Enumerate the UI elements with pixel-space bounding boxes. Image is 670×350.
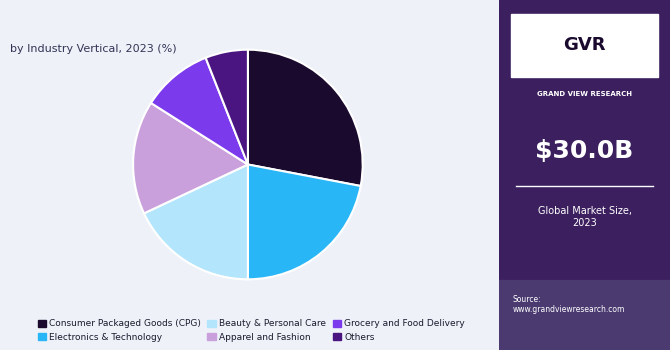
Bar bbox=[511, 14, 658, 77]
Bar bbox=[499, 280, 670, 350]
FancyBboxPatch shape bbox=[499, 0, 670, 350]
Wedge shape bbox=[206, 50, 248, 164]
Wedge shape bbox=[248, 50, 362, 186]
Wedge shape bbox=[151, 58, 248, 164]
Text: Source:
www.grandviewresearch.com: Source: www.grandviewresearch.com bbox=[513, 295, 625, 314]
Text: Global Market Size,
2023: Global Market Size, 2023 bbox=[537, 206, 632, 228]
Text: $30.0B: $30.0B bbox=[535, 139, 634, 162]
Wedge shape bbox=[133, 103, 248, 214]
Text: GRAND VIEW RESEARCH: GRAND VIEW RESEARCH bbox=[537, 91, 632, 98]
Wedge shape bbox=[248, 164, 360, 279]
Wedge shape bbox=[144, 164, 248, 279]
Text: by Industry Vertical, 2023 (%): by Industry Vertical, 2023 (%) bbox=[10, 44, 177, 54]
Legend: Consumer Packaged Goods (CPG), Electronics & Technology, Beauty & Personal Care,: Consumer Packaged Goods (CPG), Electroni… bbox=[34, 316, 468, 345]
Text: GVR: GVR bbox=[563, 36, 606, 55]
